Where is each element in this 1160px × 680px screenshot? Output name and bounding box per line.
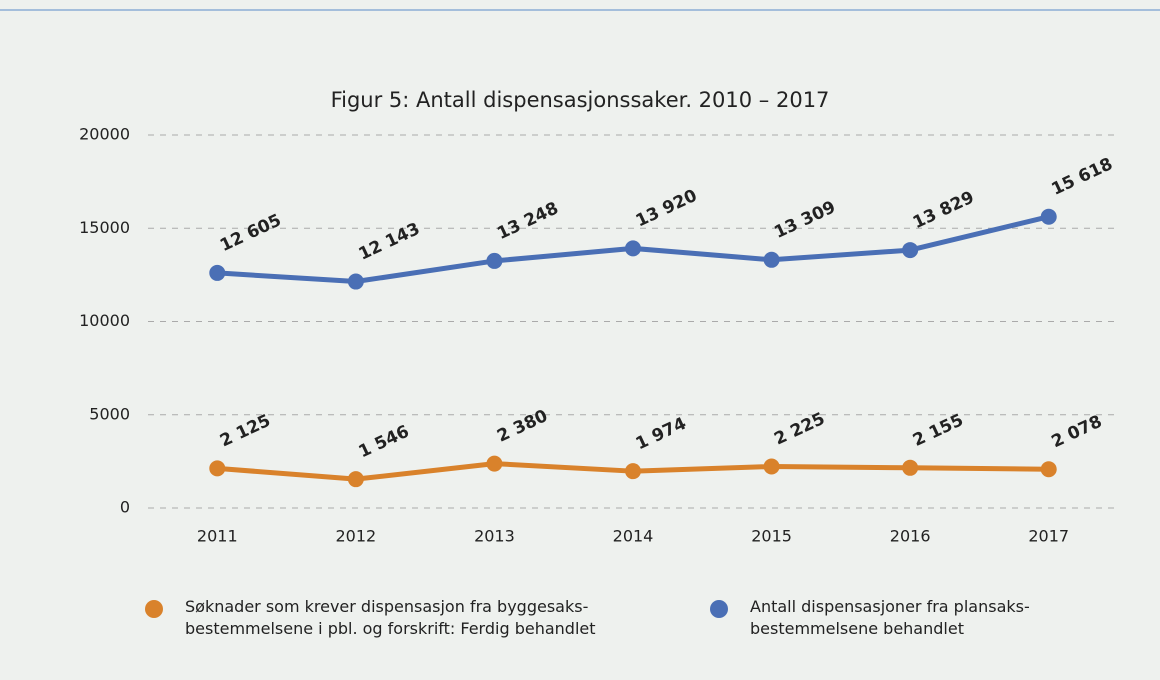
x-tick-label: 2012 <box>335 527 376 546</box>
legend-label: Søknader som krever dispensasjon fra byg… <box>185 597 596 638</box>
data-label: 13 829 <box>910 188 977 234</box>
marker <box>347 273 364 290</box>
x-tick-label: 2015 <box>751 527 792 546</box>
marker <box>347 471 364 488</box>
data-label: 2 155 <box>910 410 967 451</box>
marker <box>625 463 641 480</box>
chart-title: Figur 5: Antall dispensasjonssaker. 2010… <box>331 88 830 112</box>
data-label: 15 618 <box>1048 154 1115 200</box>
marker <box>625 240 641 257</box>
x-tick-label: 2014 <box>613 527 654 546</box>
legend-label: Antall dispensasjoner fra plansaks-beste… <box>750 597 1030 638</box>
data-label: 12 143 <box>356 219 423 265</box>
y-tick-label: 0 <box>120 498 130 517</box>
x-tick-label: 2016 <box>890 527 931 546</box>
x-tick-label: 2011 <box>197 527 238 546</box>
y-tick-label: 10000 <box>79 311 130 330</box>
data-label: 1 974 <box>633 414 690 455</box>
x-tick-label: 2017 <box>1028 527 1069 546</box>
data-label: 2 125 <box>217 411 274 452</box>
marker <box>209 264 226 281</box>
legend-swatch <box>145 600 163 618</box>
x-tick-label: 2013 <box>474 527 515 546</box>
legend-item: Antall dispensasjoner fra plansaks-beste… <box>705 596 1050 640</box>
data-label: 13 248 <box>494 198 561 244</box>
data-label: 2 078 <box>1048 412 1105 453</box>
y-tick-label: 20000 <box>79 125 130 144</box>
legend-item: Søknader som krever dispensasjon fra byg… <box>140 596 655 640</box>
marker <box>902 242 919 259</box>
marker <box>209 460 226 477</box>
marker <box>763 458 780 475</box>
marker <box>486 252 503 269</box>
marker <box>902 459 919 476</box>
data-label: 13 920 <box>633 186 701 232</box>
data-label: 1 546 <box>356 422 413 463</box>
marker <box>1040 208 1057 225</box>
legend: Søknader som krever dispensasjon fra byg… <box>140 596 1050 640</box>
data-label: 12 605 <box>217 210 284 256</box>
marker <box>1040 461 1057 478</box>
data-label: 2 380 <box>494 406 551 447</box>
legend-swatch <box>710 600 728 618</box>
data-label: 13 309 <box>771 197 838 243</box>
y-tick-label: 5000 <box>89 404 130 423</box>
marker <box>486 455 503 472</box>
y-tick-label: 15000 <box>79 218 130 237</box>
marker <box>763 251 780 268</box>
